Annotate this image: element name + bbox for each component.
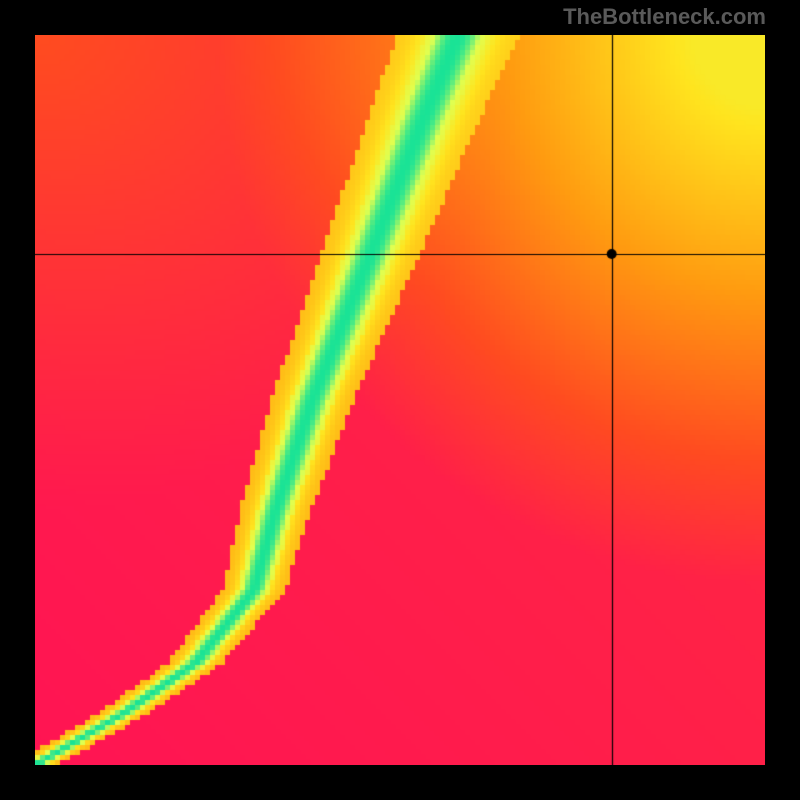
attribution-label: TheBottleneck.com [563,4,766,30]
chart-container: TheBottleneck.com [0,0,800,800]
crosshair-overlay [35,35,765,765]
